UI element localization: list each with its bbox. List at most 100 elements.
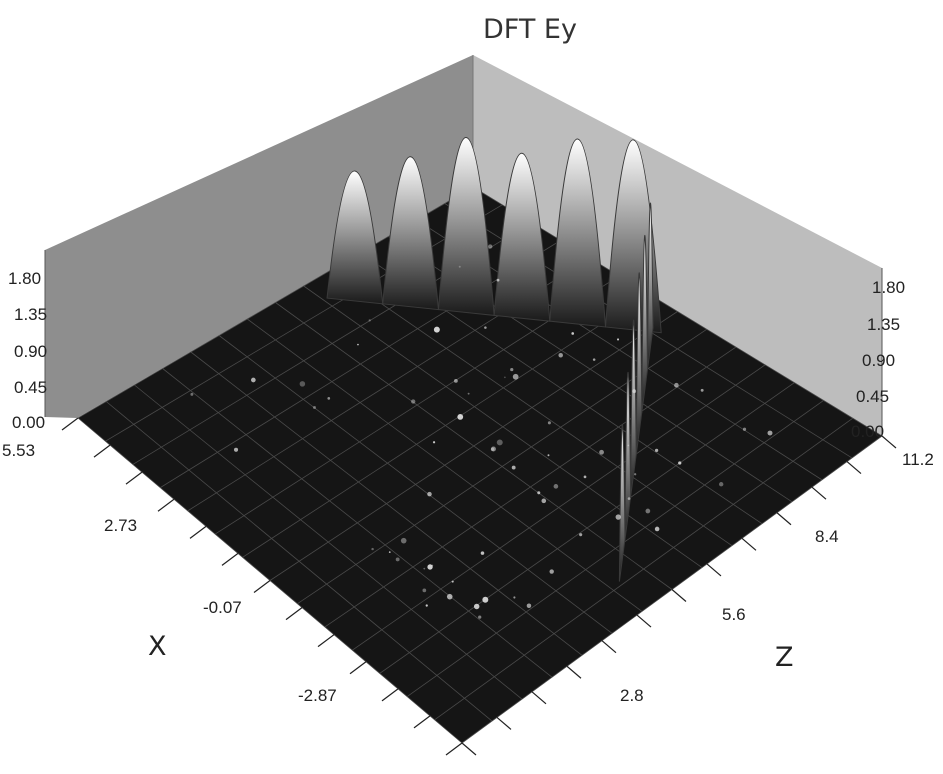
value-tick-right-1: 1.80 [872, 278, 905, 297]
z-tick-3: 5.6 [722, 605, 746, 624]
surface-speckle [632, 389, 637, 394]
value-tick-left-3: 0.90 [14, 342, 47, 361]
x-tick-1: 5.53 [2, 441, 35, 460]
x-axis-label: X [148, 631, 167, 662]
surface-speckle [583, 475, 587, 479]
surface-speckle [599, 449, 604, 455]
x-axis-tick [413, 715, 431, 729]
surface-speckle [654, 448, 659, 452]
z-axis-tick [601, 640, 617, 654]
surface-speckle [427, 491, 432, 497]
x-axis-tick [317, 634, 335, 648]
surface-speckle [482, 596, 489, 603]
z-axis-tick [706, 563, 722, 577]
surface-speckle [473, 603, 480, 610]
z-axis-tick [881, 435, 897, 449]
surface-speckle [742, 427, 747, 431]
value-tick-right-4: 0.45 [856, 387, 889, 406]
value-tick-left-5: 0.00 [12, 413, 45, 432]
surface-speckle [634, 473, 637, 476]
surface-speckle [371, 547, 374, 551]
surface-speckles [190, 244, 773, 619]
value-tick-right-5: 0.00 [851, 422, 884, 441]
surface-speckle [478, 615, 482, 619]
grid-line [352, 364, 766, 651]
surface-speckle [592, 358, 596, 361]
right-ridge-peak-2 [641, 234, 648, 413]
surface-speckle [615, 514, 621, 520]
z-axis-tick [846, 461, 862, 475]
grid-line [406, 400, 824, 697]
surface-speckle [510, 367, 514, 372]
surface-speckle [484, 326, 487, 329]
value-tick-left-2: 1.35 [14, 305, 47, 324]
surface-speckle [467, 392, 470, 395]
surface-speckle [511, 465, 516, 470]
surface-speckle [496, 439, 503, 446]
z-axis-tick [671, 589, 687, 602]
z-tick-2: 8.4 [815, 527, 839, 546]
x-axis-tick [189, 525, 207, 539]
surface-speckle [627, 444, 630, 447]
x-axis-tick [221, 552, 239, 566]
x-axis-tick [445, 742, 463, 756]
surface-speckle [627, 497, 631, 500]
surface-speckle [190, 392, 194, 396]
surface-speckle [446, 593, 453, 600]
x-axis-tick [157, 498, 175, 512]
grid-line [134, 384, 523, 700]
surface-speckle [719, 482, 724, 487]
surface-speckle [433, 326, 440, 333]
value-tick-left-1: 1.80 [8, 269, 41, 288]
grid-line [247, 318, 643, 612]
x-axis-tick [349, 661, 367, 675]
z-axis-tick [531, 691, 547, 705]
surface-speckle [388, 551, 391, 553]
surface-speckle [700, 388, 704, 392]
z-axis-tick [636, 614, 652, 628]
surface-speckle [357, 343, 359, 346]
z-tick-4: 2.8 [620, 686, 644, 705]
x-tick-4: -2.87 [298, 686, 337, 705]
axis-ticks [44, 250, 897, 756]
surface-speckle [233, 447, 239, 452]
grid-line [324, 346, 737, 628]
left-ridge-peak-3 [437, 137, 495, 316]
surface-speckle [454, 379, 458, 383]
surface-speckle [251, 377, 256, 383]
surface-speckle [549, 569, 554, 574]
z-axis-tick [566, 665, 582, 679]
surface-speckle [432, 441, 436, 444]
surface-speckle [678, 461, 682, 465]
x-axis-tick [61, 417, 79, 431]
surface-speckle [558, 352, 563, 358]
surface-floor [78, 187, 882, 743]
surface-speckle [674, 382, 679, 388]
surface-speckle [425, 604, 428, 607]
surface-speckle [327, 397, 331, 400]
surface-speckle [299, 381, 306, 387]
surface-speckle [541, 498, 547, 504]
surface-speckle [512, 373, 519, 380]
surface-speckle [496, 278, 500, 282]
right-ridge-peak-6 [618, 424, 626, 582]
grid-line [162, 368, 553, 678]
surface-speckle [579, 533, 583, 537]
left-ridge-peak-1 [326, 170, 384, 305]
x-axis-tick [93, 444, 111, 458]
surface-speckle [423, 567, 426, 570]
surface-speckle [537, 491, 541, 495]
surface-speckle [547, 421, 551, 425]
surface-speckle [395, 557, 400, 562]
grid-line [434, 417, 854, 721]
surface-speckle [313, 406, 316, 409]
right-ridge-peak-3 [635, 272, 643, 455]
z-axis-tick [496, 716, 512, 730]
z-axis-tick [741, 537, 757, 551]
surface-speckle [457, 413, 464, 420]
surface-speckle [504, 376, 506, 379]
left-ridge-peak-6 [604, 139, 662, 334]
value-tick-right-3: 0.90 [862, 351, 895, 370]
z-axis-tick [776, 512, 792, 526]
